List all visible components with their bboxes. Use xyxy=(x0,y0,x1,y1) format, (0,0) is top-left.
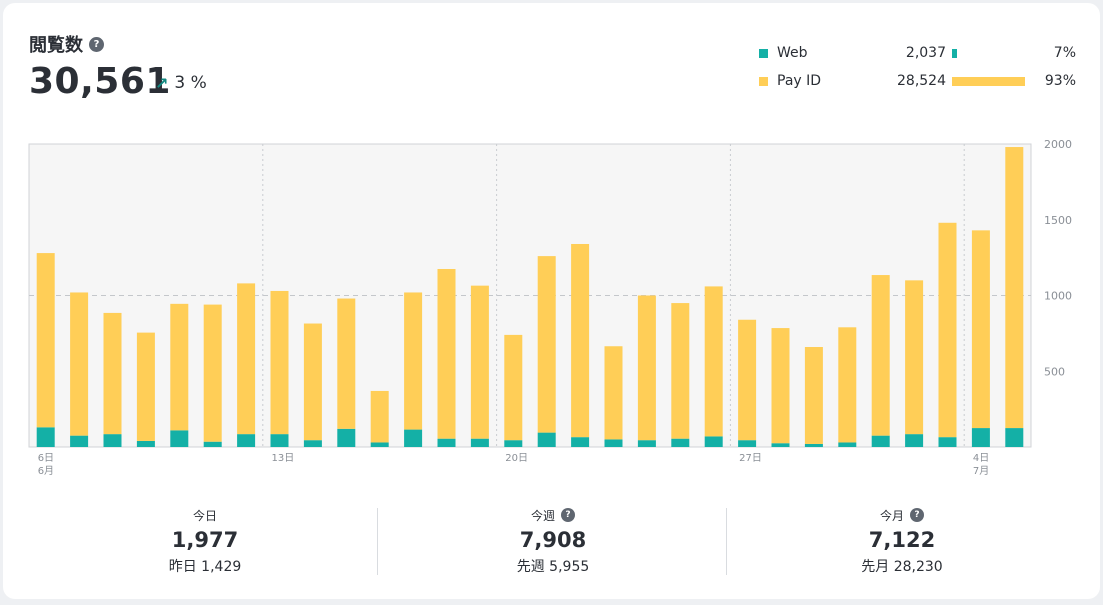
bar-payid xyxy=(204,305,222,442)
stat-label: 今週 ? xyxy=(379,506,727,524)
x-tick-label: 27日 xyxy=(739,453,762,464)
help-icon[interactable]: ? xyxy=(561,508,575,522)
stat-value: 7,908 xyxy=(379,528,727,552)
bar-payid xyxy=(271,291,289,434)
bar-payid xyxy=(538,256,556,432)
bar-web xyxy=(304,440,322,447)
stat-previous: 先月 28,230 xyxy=(728,556,1076,576)
stat-previous: 先週 5,955 xyxy=(379,556,727,576)
x-tick-month-label: 7月 xyxy=(973,465,989,477)
stat-label: 今日 xyxy=(31,506,379,524)
bar-payid xyxy=(104,313,122,434)
bar-web xyxy=(605,439,623,447)
bar-payid xyxy=(70,292,88,435)
bar-web xyxy=(638,440,656,447)
bar-web xyxy=(204,442,222,447)
stat-this-month: 今月 ? 7,122 先月 28,230 xyxy=(728,506,1076,576)
bar-web xyxy=(972,428,990,447)
y-tick-label: 2000 xyxy=(1044,138,1072,151)
x-tick-month-label: 6月 xyxy=(38,465,54,477)
bar-web xyxy=(137,441,155,447)
bar-payid xyxy=(304,324,322,441)
bar-web xyxy=(905,434,923,447)
bar-payid xyxy=(571,244,589,437)
bar-payid xyxy=(504,335,522,440)
bar-web xyxy=(70,436,88,447)
stat-label-text: 今週 xyxy=(531,507,555,524)
bar-web xyxy=(571,437,589,447)
bar-payid xyxy=(738,320,756,440)
divider xyxy=(726,508,727,575)
page-views-card: 閲覧数 ? 30,561 ↗ 3 % Web 2,037 7% Pay ID 2… xyxy=(3,3,1100,599)
stat-this-week: 今週 ? 7,908 先週 5,955 xyxy=(379,506,727,576)
bar-web xyxy=(337,429,355,447)
bar-payid xyxy=(37,253,55,427)
stat-value: 1,977 xyxy=(31,528,379,552)
y-tick-label: 500 xyxy=(1044,365,1065,378)
bar-payid xyxy=(838,327,856,442)
bar-payid xyxy=(805,347,823,444)
help-icon[interactable]: ? xyxy=(910,508,924,522)
bar-web xyxy=(237,434,255,447)
bar-payid xyxy=(438,269,456,439)
bar-web xyxy=(170,430,188,447)
bar-payid xyxy=(772,328,790,443)
bar-web xyxy=(104,434,122,447)
y-tick-label: 1500 xyxy=(1044,214,1072,227)
bar-payid xyxy=(170,304,188,431)
bar-payid xyxy=(905,280,923,434)
bar-web xyxy=(538,433,556,447)
bar-payid xyxy=(137,333,155,441)
stat-label-text: 今月 xyxy=(880,507,904,524)
bar-web xyxy=(404,430,422,447)
bar-web xyxy=(1005,428,1023,447)
bar-payid xyxy=(638,296,656,441)
divider xyxy=(377,508,378,575)
bar-web xyxy=(939,437,957,447)
bar-web xyxy=(738,440,756,447)
bar-web xyxy=(838,442,856,447)
bar-web xyxy=(504,440,522,447)
bar-payid xyxy=(705,286,723,436)
bar-payid xyxy=(404,292,422,429)
bar-payid xyxy=(972,230,990,428)
x-tick-label: 13日 xyxy=(272,453,295,464)
stat-value: 7,122 xyxy=(728,528,1076,552)
bar-web xyxy=(805,444,823,447)
bar-web xyxy=(271,434,289,447)
bar-web xyxy=(671,439,689,447)
stat-today: 今日 1,977 昨日 1,429 xyxy=(31,506,379,576)
bar-web xyxy=(37,427,55,447)
y-tick-label: 1000 xyxy=(1044,290,1072,303)
bar-web xyxy=(872,436,890,447)
bar-payid xyxy=(1005,147,1023,428)
bar-payid xyxy=(671,303,689,439)
bar-payid xyxy=(471,286,489,439)
stat-previous: 昨日 1,429 xyxy=(31,556,379,576)
bar-web xyxy=(471,439,489,447)
bar-web xyxy=(371,442,389,447)
bar-payid xyxy=(872,275,890,436)
x-tick-label: 6日 xyxy=(38,453,54,464)
stat-label-text: 今日 xyxy=(193,507,217,524)
bar-web xyxy=(438,439,456,447)
bar-payid xyxy=(371,391,389,443)
bar-payid xyxy=(939,223,957,437)
x-tick-label: 20日 xyxy=(505,453,528,464)
bar-web xyxy=(705,436,723,447)
bar-payid xyxy=(605,346,623,439)
bar-payid xyxy=(337,299,355,429)
bar-payid xyxy=(237,283,255,434)
bar-web xyxy=(772,443,790,447)
x-tick-label: 4日 xyxy=(973,453,989,464)
stat-label: 今月 ? xyxy=(728,506,1076,524)
